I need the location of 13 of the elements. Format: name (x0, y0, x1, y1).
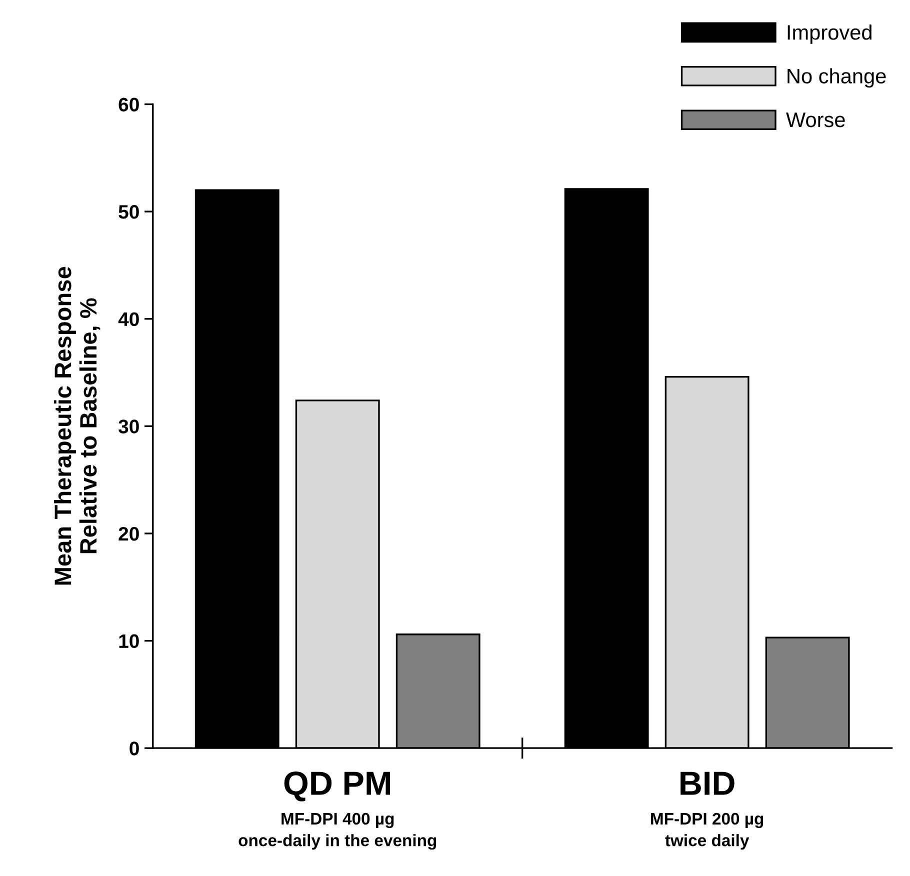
legend-label: Improved (788, 24, 872, 44)
x-tick-label: BID MF-DPI 200 µg twice daily (651, 772, 764, 850)
y-tick-label: 30 (118, 420, 139, 434)
y-tick-label: 0 (130, 742, 139, 756)
legend-label: Worse (786, 112, 845, 128)
y-tick-label: 60 (118, 98, 139, 112)
legend-label: No change (788, 68, 886, 88)
x-tick-label: QD PM MF-DPI 400 µg once-daily in the evening (238, 772, 436, 850)
y-tick-label: 10 (119, 634, 139, 648)
y-axis-title: Mean Therapeutic Response Relative to Baseline, % (54, 266, 100, 585)
y-tick-label: 50 (118, 205, 139, 219)
y-tick-label: 20 (118, 526, 139, 541)
y-tick-label: 40 (118, 312, 139, 326)
